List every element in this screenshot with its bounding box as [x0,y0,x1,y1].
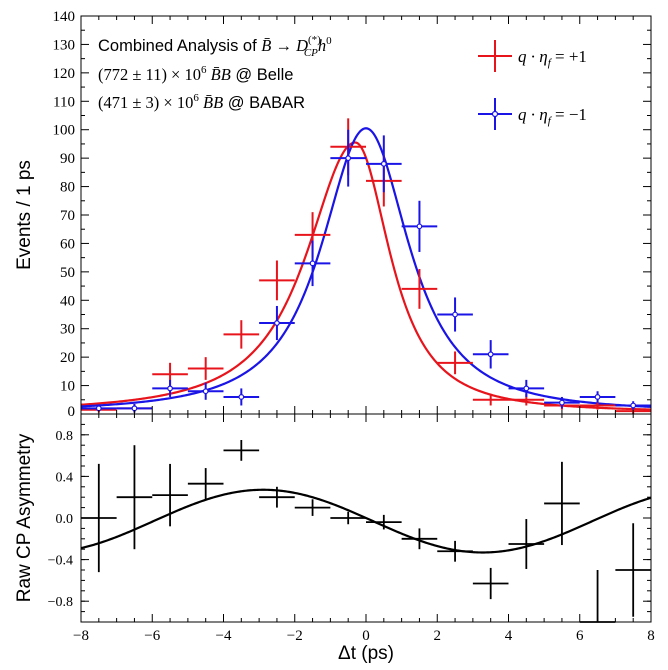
bottom-y-tick-label: −0.4 [48,554,73,569]
bottom-x-tick-label: 4 [505,628,513,644]
legend-entry-minus: q · ηf = −1 [478,98,587,130]
top-y-tick-label: 50 [60,265,75,281]
bottom-x-tick-label: −8 [73,628,89,644]
legend-minus-label: q · ηf = −1 [518,105,587,127]
bottom-frame [80,413,652,623]
bottom-y-tick-label: −0.8 [48,595,73,610]
top-points [81,118,651,414]
legend-plus-sub: f [548,57,553,69]
data-point-marker [238,394,245,400]
bottom-ylabel: Raw CP Asymmetry [14,433,35,602]
data-point-marker [523,385,530,392]
top-y-tick-label: 130 [53,37,76,53]
top-y-tick-label: 100 [53,123,76,139]
top-y-tick-label: 40 [60,293,75,309]
asymmetry-fit-curve [80,488,652,554]
top-y-tick-label: 110 [53,94,75,110]
bottom-x-tick-label: 2 [434,628,442,644]
top-y-tick-label: 10 [60,379,75,395]
annotation-combined-tailsup: 0 [326,35,332,47]
annotation-combined-decay: B̄ → D [261,36,308,55]
bottom-x-tick-label: 6 [576,628,584,644]
annotation-combined-tail: h [318,36,326,55]
data-point-marker [380,160,387,167]
legend-minus-sub: f [548,115,553,127]
top-y-tick-label: 60 [60,236,75,252]
data-point-marker [559,399,565,406]
legend-plus-rhs: = +1 [551,47,587,66]
data-point-marker [131,405,138,412]
bottom-y-tick-label: 0.8 [56,429,74,444]
data-point-marker [95,405,102,412]
top-y-tick-label: 90 [60,151,75,167]
bottom-y-tick-label: 0.0 [56,512,74,527]
annotation-belle-bb: B̄B [207,65,231,84]
annotation-belle: (772 ± 11) × 106 B̄B @ Belle [98,64,293,84]
fit-curve-series-0 [80,141,652,411]
legend-minus-marker [491,110,499,118]
fit-curve-series-1 [80,127,652,408]
data-point-marker [167,385,173,392]
top-y-tick-label: 20 [60,350,75,366]
top-y-tick-label: 120 [53,66,76,82]
bottom-x-tick-label: −6 [144,628,160,644]
legend-entry-plus: q · ηf = +1 [478,40,587,72]
top-ylabel: Events / 1 ps [14,160,35,270]
legend: q · ηf = +1 q · ηf = −1 [478,40,587,130]
data-point-marker [630,402,637,409]
legend-minus-rhs: = −1 [551,105,587,124]
legend-plus-label: q · ηf = +1 [518,47,587,69]
annotation-babar-suffix: @ BABAR [223,94,305,112]
data-point-marker [345,155,352,162]
data-point-marker [309,260,316,267]
bottom-ticks: −0.8 −0.4 0.0 0.4 0.8 −8 −6 −4 −2 0 2 4 6 8 [48,413,655,644]
annotation-combined-sub: CP [304,47,318,59]
top-y-tick-label: 80 [60,180,75,196]
top-y-tick-label: 30 [60,322,75,338]
top-y-tick-label: 70 [60,208,75,224]
bottom-x-tick-label: −4 [216,628,232,644]
annotation-babar: (471 ± 3) × 106 B̄B @ BABAR [98,92,305,112]
data-point-marker [487,351,494,358]
bottom-x-tick-label: −2 [287,628,303,644]
annotation-belle-count: (772 ± 11) × 10 [98,65,201,84]
annotation-combined: Combined Analysis of B̄ → D(*) CPh0 [98,34,332,59]
data-point-marker [416,223,423,230]
data-point-marker [202,388,209,395]
annotation-combined-sup: (*) [308,34,321,46]
annotation-belle-sup: 6 [201,64,207,76]
annotation-combined-prefix: Combined Analysis of [98,37,261,55]
annotation-belle-suffix: @ Belle [231,66,294,84]
bottom-x-tick-label: 8 [647,628,655,644]
annotation-babar-sup: 6 [193,92,199,104]
legend-minus-lhs: q · η [518,105,548,124]
top-y-tick-label: 140 [53,9,76,25]
data-point-marker [452,311,458,318]
bottom-x-tick-label: 0 [362,628,370,644]
top-y-tick-label: 0 [68,404,76,420]
top-curves [80,127,652,411]
bottom-curves [80,488,652,554]
legend-plus-lhs: q · η [518,47,548,66]
bottom-xlabel: Δt (ps) [338,643,394,664]
data-point-marker [594,394,601,400]
data-point-marker [274,320,280,326]
annotation-babar-count: (471 ± 3) × 10 [98,93,193,112]
bottom-points [81,440,651,623]
annotation-babar-bb: B̄B [199,93,223,112]
bottom-y-tick-label: 0.4 [56,470,74,485]
bottom-panel: −0.8 −0.4 0.0 0.4 0.8 −8 −6 −4 −2 0 2 4 6 8 Raw CP As… [14,413,655,664]
